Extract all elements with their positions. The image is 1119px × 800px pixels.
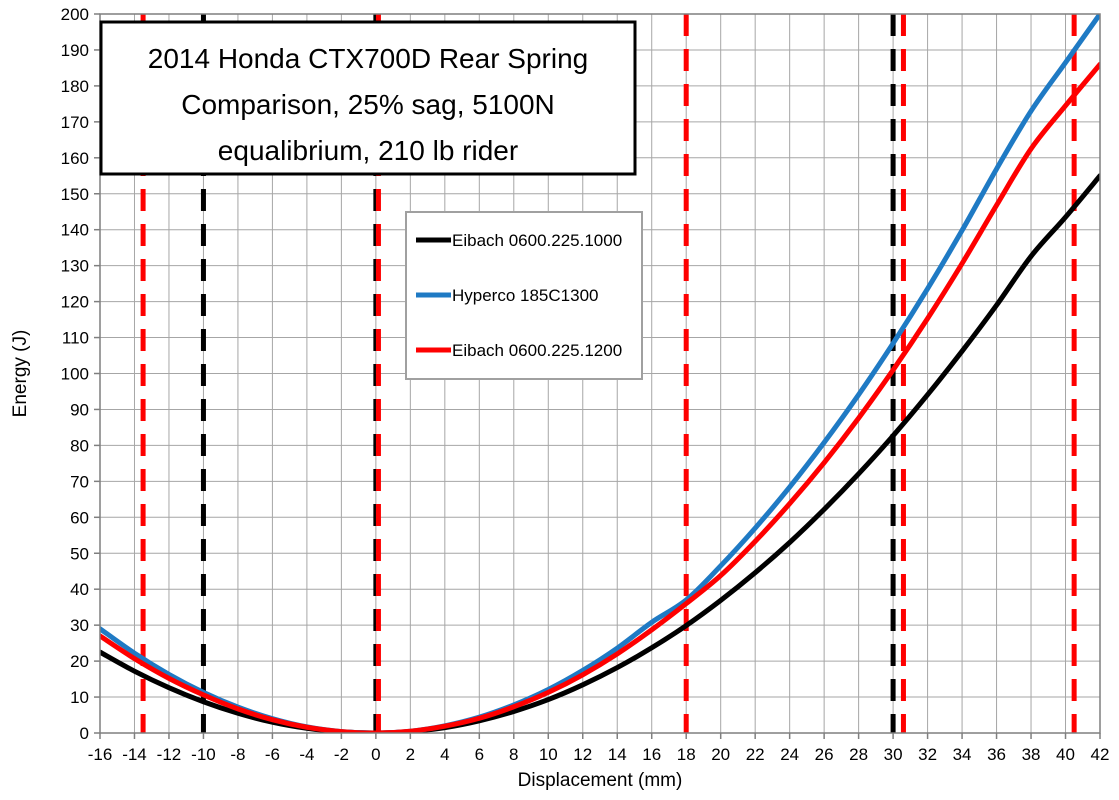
x-tick-label: -6 — [265, 745, 280, 764]
y-tick-label: 120 — [61, 293, 89, 312]
x-axis: -16 -14 -12 -10 -8 -6 -4 -2 0 2 4 6 8 10 12 14 16 18 20 22 2… — [88, 733, 1110, 764]
x-tick-label: -8 — [230, 745, 245, 764]
y-axis: 0 10 20 30 40 50 60 70 80 90 100 110 120 130 140 150 160… — [61, 5, 100, 743]
x-tick-label: 28 — [849, 745, 868, 764]
x-tick-label: 4 — [440, 745, 449, 764]
x-tick-label: -16 — [88, 745, 113, 764]
chart-title-line: Comparison, 25% sag, 5100N — [181, 89, 555, 120]
x-tick-label: 36 — [987, 745, 1006, 764]
chart-title-line: 2014 Honda CTX700D Rear Spring — [148, 43, 588, 74]
y-tick-label: 10 — [70, 688, 89, 707]
y-tick-label: 150 — [61, 185, 89, 204]
x-tick-label: 10 — [539, 745, 558, 764]
y-tick-label: 190 — [61, 41, 89, 60]
legend-label-3: Eibach 0600.225.1200 — [452, 341, 622, 360]
x-tick-label: 6 — [475, 745, 484, 764]
y-tick-label: 0 — [80, 724, 89, 743]
legend-label-1: Eibach 0600.225.1000 — [452, 231, 622, 250]
y-tick-label: 110 — [62, 329, 89, 348]
y-tick-label: 20 — [70, 652, 89, 671]
x-tick-label: 40 — [1056, 745, 1075, 764]
x-tick-label: 22 — [746, 745, 765, 764]
y-tick-label: 130 — [61, 257, 89, 276]
y-tick-label: 90 — [70, 400, 89, 419]
x-tick-label: 12 — [573, 745, 592, 764]
legend-label-2: Hyperco 185C1300 — [452, 286, 598, 305]
y-tick-label: 80 — [70, 436, 89, 455]
x-tick-label: 24 — [780, 745, 799, 764]
x-tick-label: 20 — [711, 745, 730, 764]
x-tick-label: 14 — [608, 745, 627, 764]
x-tick-label: 32 — [918, 745, 937, 764]
x-tick-label: 30 — [884, 745, 903, 764]
y-tick-label: 100 — [61, 365, 89, 384]
y-tick-label: 160 — [61, 149, 89, 168]
x-tick-label: -2 — [334, 745, 349, 764]
chart-title-box: 2014 Honda CTX700D Rear Spring Comparison… — [99, 20, 637, 176]
y-tick-label: 40 — [70, 580, 89, 599]
chart-legend: Eibach 0600.225.1000 Hyperco 185C1300 Eiba… — [405, 211, 643, 380]
x-axis-title: Displacement (mm) — [518, 770, 683, 791]
series-line-3 — [100, 61, 1100, 733]
x-tick-label: 26 — [815, 745, 834, 764]
y-axis-title: Energy (J) — [10, 330, 31, 418]
x-tick-label: -12 — [157, 745, 182, 764]
y-tick-label: 170 — [61, 113, 89, 132]
y-tick-label: 30 — [70, 616, 89, 635]
series-line-1 — [100, 173, 1100, 733]
x-tick-label: 8 — [509, 745, 518, 764]
y-tick-label: 140 — [61, 221, 89, 240]
x-tick-label: 38 — [1022, 745, 1041, 764]
x-tick-label: 18 — [677, 745, 696, 764]
chart-title-line: equalibrium, 210 lb rider — [218, 135, 518, 166]
y-tick-label: 200 — [61, 5, 89, 24]
x-tick-label: -10 — [191, 745, 216, 764]
y-tick-label: 50 — [70, 544, 89, 563]
y-tick-label: 180 — [61, 77, 89, 96]
y-tick-label: 70 — [70, 472, 89, 491]
x-tick-label: 16 — [642, 745, 661, 764]
series-lines — [100, 14, 1100, 733]
x-tick-label: 42 — [1091, 745, 1110, 764]
x-tick-label: 0 — [371, 745, 380, 764]
x-tick-label: -14 — [122, 745, 147, 764]
x-tick-label: -4 — [299, 745, 314, 764]
x-tick-label: 34 — [953, 745, 972, 764]
x-tick-label: 2 — [406, 745, 415, 764]
title-box-border — [99, 20, 637, 176]
y-tick-label: 60 — [70, 508, 89, 527]
